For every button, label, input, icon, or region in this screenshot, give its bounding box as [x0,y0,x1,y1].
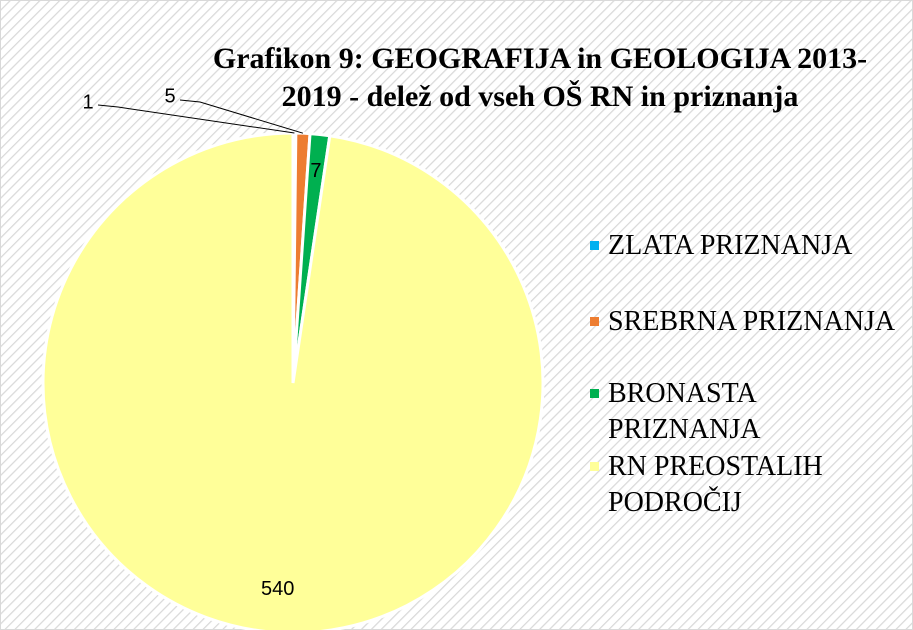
data-label: 1 [82,91,93,113]
leader-line [179,99,304,134]
legend-label: RN PREOSTALIH PODROČIJ [608,451,823,518]
legend-swatch [590,462,599,471]
legend-swatch [590,317,599,326]
legend-label: SREBRNA PRIZNANJA [608,306,896,337]
leader-line [97,104,295,134]
legend-swatch [590,389,599,398]
legend-swatch [590,241,599,250]
chart-title: Grafikon 9: GEOGRAFIJA in GEOLOGIJA 2013… [212,42,868,113]
legend-label: ZLATA PRIZNANJA [608,230,853,261]
pie-slice [41,131,545,630]
data-label: 540 [261,578,294,600]
data-label: 7 [310,160,321,182]
legend-label: BRONASTA PRIZNANJA [608,378,761,445]
data-label: 5 [164,85,175,107]
